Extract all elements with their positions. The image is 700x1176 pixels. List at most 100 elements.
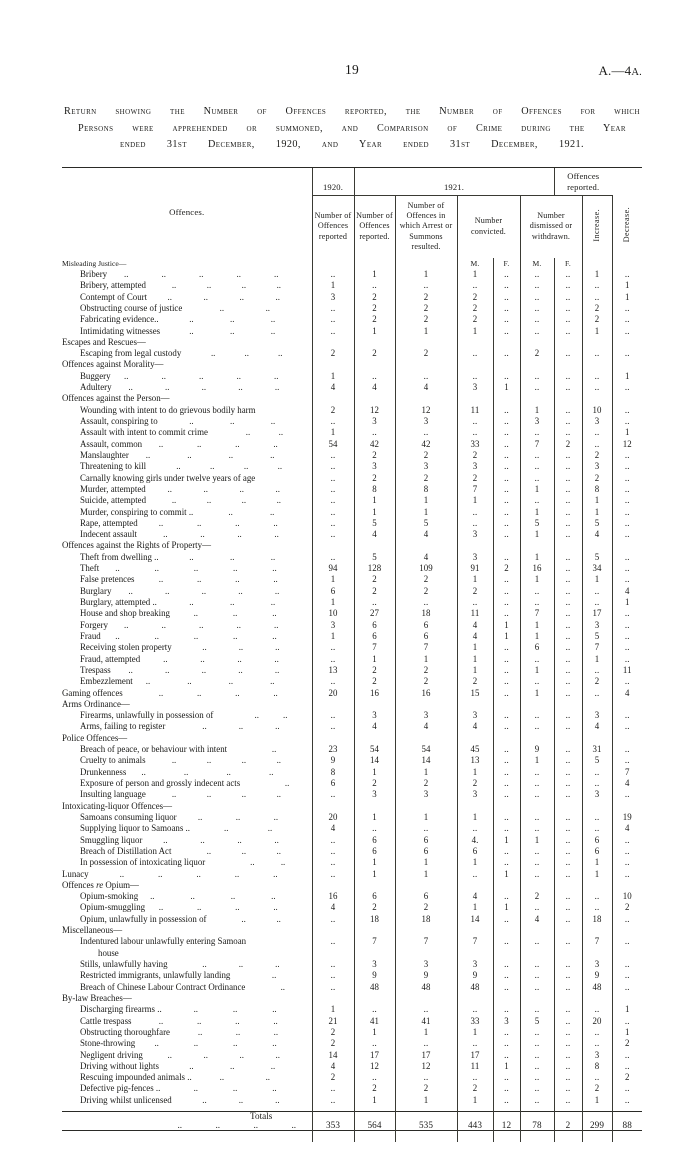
cell-value: 2 xyxy=(353,584,395,596)
cell-value: .. xyxy=(581,889,612,902)
cell-value: 1 xyxy=(519,403,554,415)
cell-empty xyxy=(492,878,520,890)
cell-value: .. xyxy=(611,346,642,359)
leader-dots: .... xyxy=(219,302,271,313)
cell-value: .. xyxy=(611,1059,642,1071)
cell-value: .. xyxy=(519,968,554,981)
subheader-male: M. xyxy=(456,257,493,268)
cell-value: 5 xyxy=(581,516,612,528)
cell-value: .. xyxy=(492,708,520,721)
row-label: Firearms, unlawfully in possession of...… xyxy=(62,709,312,720)
cell-value: 2 xyxy=(353,448,395,460)
cell-value: .. xyxy=(611,561,642,573)
table-row: Indentured labour unlawfully entering Sa… xyxy=(62,934,642,947)
cell-value: .. xyxy=(581,278,612,291)
cell-value: 1 xyxy=(581,505,612,517)
cell-value: .. xyxy=(492,403,520,415)
cell-value: 2 xyxy=(581,312,612,325)
cell-empty xyxy=(581,335,612,347)
leader-dots: .. xyxy=(271,744,277,755)
row-label: Breach of peace, or behaviour with inten… xyxy=(62,743,312,754)
cell-empty xyxy=(311,391,354,404)
leader-dots: ...... xyxy=(189,597,276,608)
leader-dots: .. xyxy=(280,981,285,992)
section-heading-row: Offences re Opium— xyxy=(62,878,642,890)
cell-value: 1 xyxy=(456,1093,493,1105)
cell-empty xyxy=(519,391,554,404)
cell-value: .. xyxy=(519,1025,554,1037)
row-label: Stills, unlawfully having...... xyxy=(62,958,312,969)
cell-value: 1 xyxy=(394,765,457,777)
row-label-text: Restricted immigrants, unlawfully landin… xyxy=(80,970,231,981)
row-label: Arms, failing to register...... xyxy=(62,720,312,731)
cell-value: .. xyxy=(492,787,520,800)
header-col-increase-label: Increase. xyxy=(591,208,601,242)
row-label-text: Murder, attempted xyxy=(80,483,146,494)
cell-value: .. xyxy=(519,1070,554,1083)
cell-value: .. xyxy=(311,459,354,472)
cell-value: .. xyxy=(492,1093,520,1105)
cell-value: .. xyxy=(611,572,642,585)
cell-value: .. xyxy=(553,1025,582,1037)
row-label-text: Driving without lights xyxy=(80,1060,159,1071)
section-heading-row: Offences against the Person— xyxy=(62,391,642,404)
cell-value: .. xyxy=(311,720,354,732)
cell-value: .. xyxy=(553,765,582,777)
cell-value: 1 xyxy=(611,595,642,607)
row-label-text: Intimidating witnesses xyxy=(80,325,161,336)
cell-empty xyxy=(311,335,354,347)
cell-value: 1 xyxy=(394,652,457,664)
table-row: Manslaughter.......... 2 2 2...... 2.. xyxy=(62,448,642,460)
cell-value: 4 xyxy=(394,380,457,392)
cell-value: .. xyxy=(492,267,520,279)
cell-value: .. xyxy=(519,595,554,607)
leader-dots: ...... xyxy=(197,1026,279,1037)
cell-value: .. xyxy=(519,810,554,822)
cell-value: 2 xyxy=(394,901,457,913)
cell-value: 6 xyxy=(394,833,457,845)
cell-value: 17 xyxy=(394,1048,457,1060)
cell-value: 1 xyxy=(353,505,395,517)
subheader-spacer xyxy=(311,257,354,268)
cell-value: .. xyxy=(553,652,582,664)
cell-value: 4 xyxy=(394,720,457,732)
cell-value: 16 xyxy=(394,686,457,698)
table-row-continuation: house xyxy=(62,946,642,958)
cell-empty xyxy=(553,991,582,1003)
cell-value: 1 xyxy=(353,867,395,879)
cell-value: .. xyxy=(519,674,554,687)
cell-value: .. xyxy=(553,324,582,336)
cell-value: 1 xyxy=(394,493,457,506)
cell-value: .. xyxy=(519,448,554,460)
cell-value: 3 xyxy=(311,290,354,302)
cell-empty xyxy=(611,697,642,709)
row-label: Breach of Distillation Act...... xyxy=(62,844,312,855)
cell-value: 2 xyxy=(353,674,395,687)
subheader-spacer xyxy=(394,257,457,268)
cell-value: 1 xyxy=(311,629,354,641)
row-label-text: Contempt of Court xyxy=(80,291,148,302)
document-reference-main: A.—4 xyxy=(598,63,632,78)
leader-dots: ........ xyxy=(158,574,278,585)
cell-value: 5 xyxy=(394,516,457,528)
cell-value: .. xyxy=(492,301,520,313)
table-row: Burglary, attempted ........ 1...........… xyxy=(62,595,642,608)
leader-dots: ........ xyxy=(176,461,283,472)
cell-empty xyxy=(611,991,642,1003)
cell-value: .. xyxy=(553,425,582,438)
cell-value: .. xyxy=(553,1082,582,1094)
cell-value: 1 xyxy=(611,425,642,438)
cell-value: 3 xyxy=(311,618,354,630)
cell-value: 1 xyxy=(492,833,520,845)
cell-value: 2 xyxy=(394,471,457,483)
cell-value: .. xyxy=(611,448,642,460)
cell-value: .. xyxy=(553,968,582,981)
row-label: Buggery.......... xyxy=(62,369,312,380)
cell-value: .. xyxy=(611,301,642,313)
cell-empty xyxy=(311,991,354,1003)
cell-value: 4 xyxy=(311,380,354,392)
table-row: Negligent driving........ 14 17 17 17...... 3… xyxy=(62,1048,642,1060)
row-label-text: Forgery xyxy=(80,619,108,630)
cell-value: .. xyxy=(492,674,520,687)
cell-value: 3 xyxy=(456,527,493,540)
